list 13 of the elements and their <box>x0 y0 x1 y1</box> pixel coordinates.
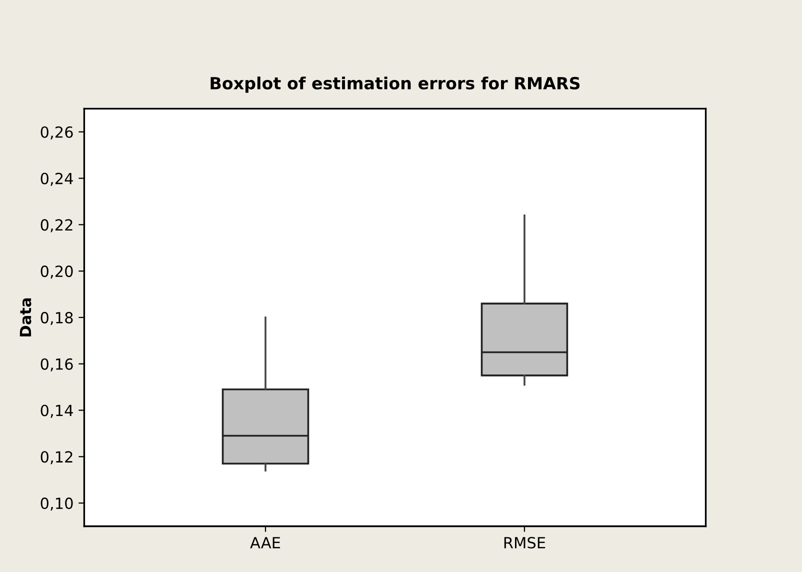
x-tick-label: AAE <box>250 537 280 548</box>
y-tick-label: 0,20 <box>40 266 73 279</box>
chart-title: Boxplot of estimation errors for RMARS <box>210 76 580 93</box>
y-tick-label: 0,26 <box>40 126 73 140</box>
y-tick-label: 0,12 <box>40 451 72 464</box>
y-tick-label: 0,18 <box>40 312 73 326</box>
y-tick-label: 0,14 <box>40 404 73 418</box>
y-tick-label: 0,10 <box>40 498 73 511</box>
y-tick-label: 0,24 <box>40 172 73 186</box>
y-axis-title: Data <box>20 298 32 336</box>
y-tick-label: 0,16 <box>40 358 73 372</box>
y-tick-label: 0,22 <box>40 219 72 232</box>
x-tick-label: RMSE <box>504 536 546 548</box>
